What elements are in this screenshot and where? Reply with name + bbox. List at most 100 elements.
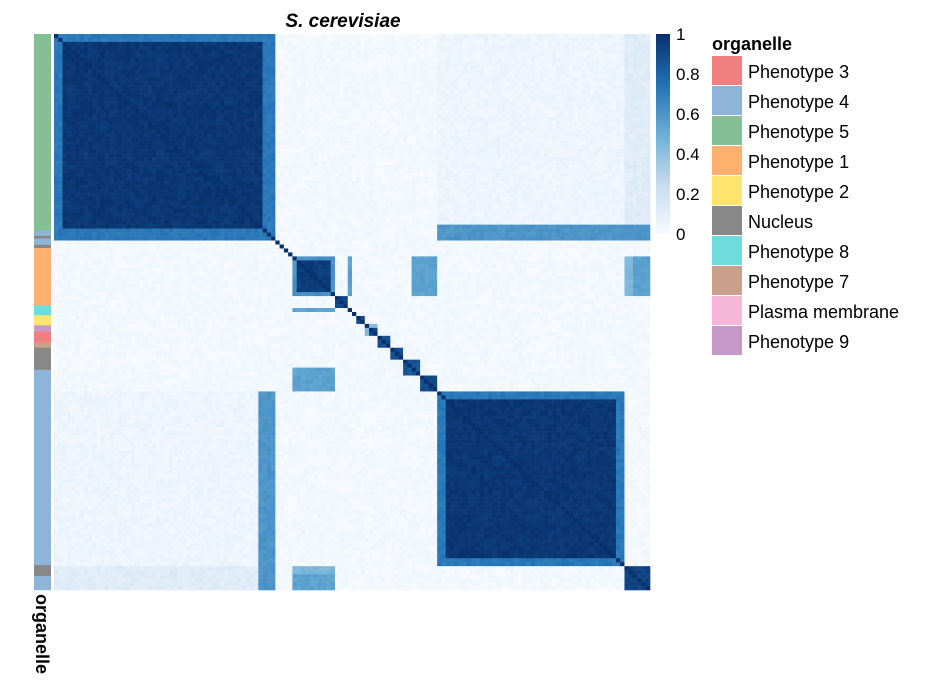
heatmap-cell <box>518 57 523 63</box>
heatmap-cell <box>539 65 544 71</box>
heatmap-cell <box>356 161 361 166</box>
heatmap-cell <box>620 161 625 166</box>
heatmap-cell <box>598 69 604 75</box>
heatmap-cell <box>428 121 434 126</box>
heatmap-cell <box>347 125 353 130</box>
heatmap-cell <box>288 161 293 166</box>
heatmap-cell <box>181 109 187 114</box>
heatmap-cell <box>275 121 280 126</box>
heatmap-cell <box>420 137 425 142</box>
heatmap-cell <box>245 61 251 67</box>
heatmap-cell <box>594 41 600 47</box>
heatmap-cell <box>313 125 319 130</box>
heatmap-cell <box>309 105 314 110</box>
heatmap-cell <box>96 121 102 126</box>
heatmap-cell <box>394 65 400 71</box>
heatmap-cell <box>134 153 140 158</box>
heatmap-cell <box>407 157 412 162</box>
heatmap-cell <box>552 89 557 94</box>
heatmap-cell <box>88 53 93 59</box>
heatmap-cell <box>420 37 425 43</box>
heatmap-cell <box>300 37 306 43</box>
heatmap-cell <box>483 61 489 67</box>
heatmap-cell <box>305 61 310 67</box>
heatmap-cell <box>258 161 263 166</box>
heatmap-cell <box>573 61 578 67</box>
heatmap-cell <box>279 145 285 150</box>
heatmap-cell <box>100 61 106 67</box>
heatmap-cell <box>611 157 617 162</box>
heatmap-cell <box>407 97 412 102</box>
heatmap-cell <box>334 161 340 166</box>
heatmap-cell <box>564 97 570 102</box>
heatmap-cell <box>645 149 651 154</box>
heatmap-cell <box>122 161 127 166</box>
heatmap-cell <box>275 61 280 67</box>
heatmap-cell <box>632 93 638 98</box>
heatmap-cell <box>369 81 374 86</box>
heatmap-cell <box>220 53 225 59</box>
heatmap-cell <box>100 65 106 71</box>
heatmap-cell <box>117 141 123 146</box>
heatmap-cell <box>347 53 353 59</box>
heatmap-cell <box>552 93 557 98</box>
heatmap-cell <box>620 101 625 106</box>
heatmap-cell <box>501 73 506 78</box>
heatmap-cell <box>339 81 344 86</box>
heatmap-cell <box>475 133 481 138</box>
heatmap-cell <box>488 113 493 118</box>
heatmap-cell <box>437 101 442 106</box>
heatmap-cell <box>641 65 647 71</box>
heatmap-cell <box>641 125 647 130</box>
heatmap-cell <box>151 49 157 55</box>
heatmap-cell <box>130 101 136 106</box>
heatmap-cell <box>377 53 383 59</box>
heatmap-cell <box>445 121 451 126</box>
heatmap-cell <box>471 109 476 114</box>
heatmap-cell <box>441 117 446 122</box>
heatmap-cell <box>403 161 408 166</box>
heatmap-cell <box>143 109 148 114</box>
heatmap-cell <box>390 105 395 110</box>
heatmap-cell <box>615 65 621 71</box>
heatmap-cell <box>466 41 472 47</box>
heatmap-cell <box>386 113 391 118</box>
heatmap-cell <box>620 141 625 146</box>
heatmap-cell <box>92 41 97 47</box>
heatmap-cell <box>509 137 515 142</box>
heatmap-cell <box>369 137 374 142</box>
heatmap-cell <box>283 37 289 43</box>
heatmap-cell <box>279 85 285 90</box>
heatmap-cell <box>552 133 557 138</box>
heatmap-cell <box>207 37 212 43</box>
heatmap-cell <box>71 65 76 71</box>
heatmap-cell <box>577 141 583 146</box>
heatmap-cell <box>462 34 468 39</box>
heatmap-cell <box>173 45 178 51</box>
heatmap-cell <box>262 61 268 67</box>
heatmap-cell <box>66 125 72 130</box>
heatmap-cell <box>296 97 302 102</box>
heatmap-cell <box>343 45 349 51</box>
heatmap-cell <box>83 49 89 55</box>
heatmap-cell <box>66 105 72 110</box>
heatmap-cell <box>492 77 498 82</box>
heatmap-cell <box>479 105 485 110</box>
heatmap-cell <box>424 77 429 82</box>
heatmap-cell <box>126 125 131 130</box>
heatmap-cell <box>505 81 510 86</box>
heatmap-cell <box>177 149 183 154</box>
heatmap-cell <box>309 97 314 102</box>
heatmap-cell <box>245 129 251 134</box>
heatmap-cell <box>160 169 165 174</box>
heatmap-cell <box>407 61 412 67</box>
heatmap-cell <box>407 137 412 142</box>
heatmap-cell <box>237 145 242 150</box>
heatmap-cell <box>454 85 459 90</box>
heatmap-cell <box>71 125 76 130</box>
heatmap-cell <box>75 69 80 75</box>
heatmap-cell <box>96 101 102 106</box>
heatmap-cell <box>462 45 468 51</box>
heatmap-cell <box>220 77 225 82</box>
heatmap-cell <box>207 93 212 98</box>
